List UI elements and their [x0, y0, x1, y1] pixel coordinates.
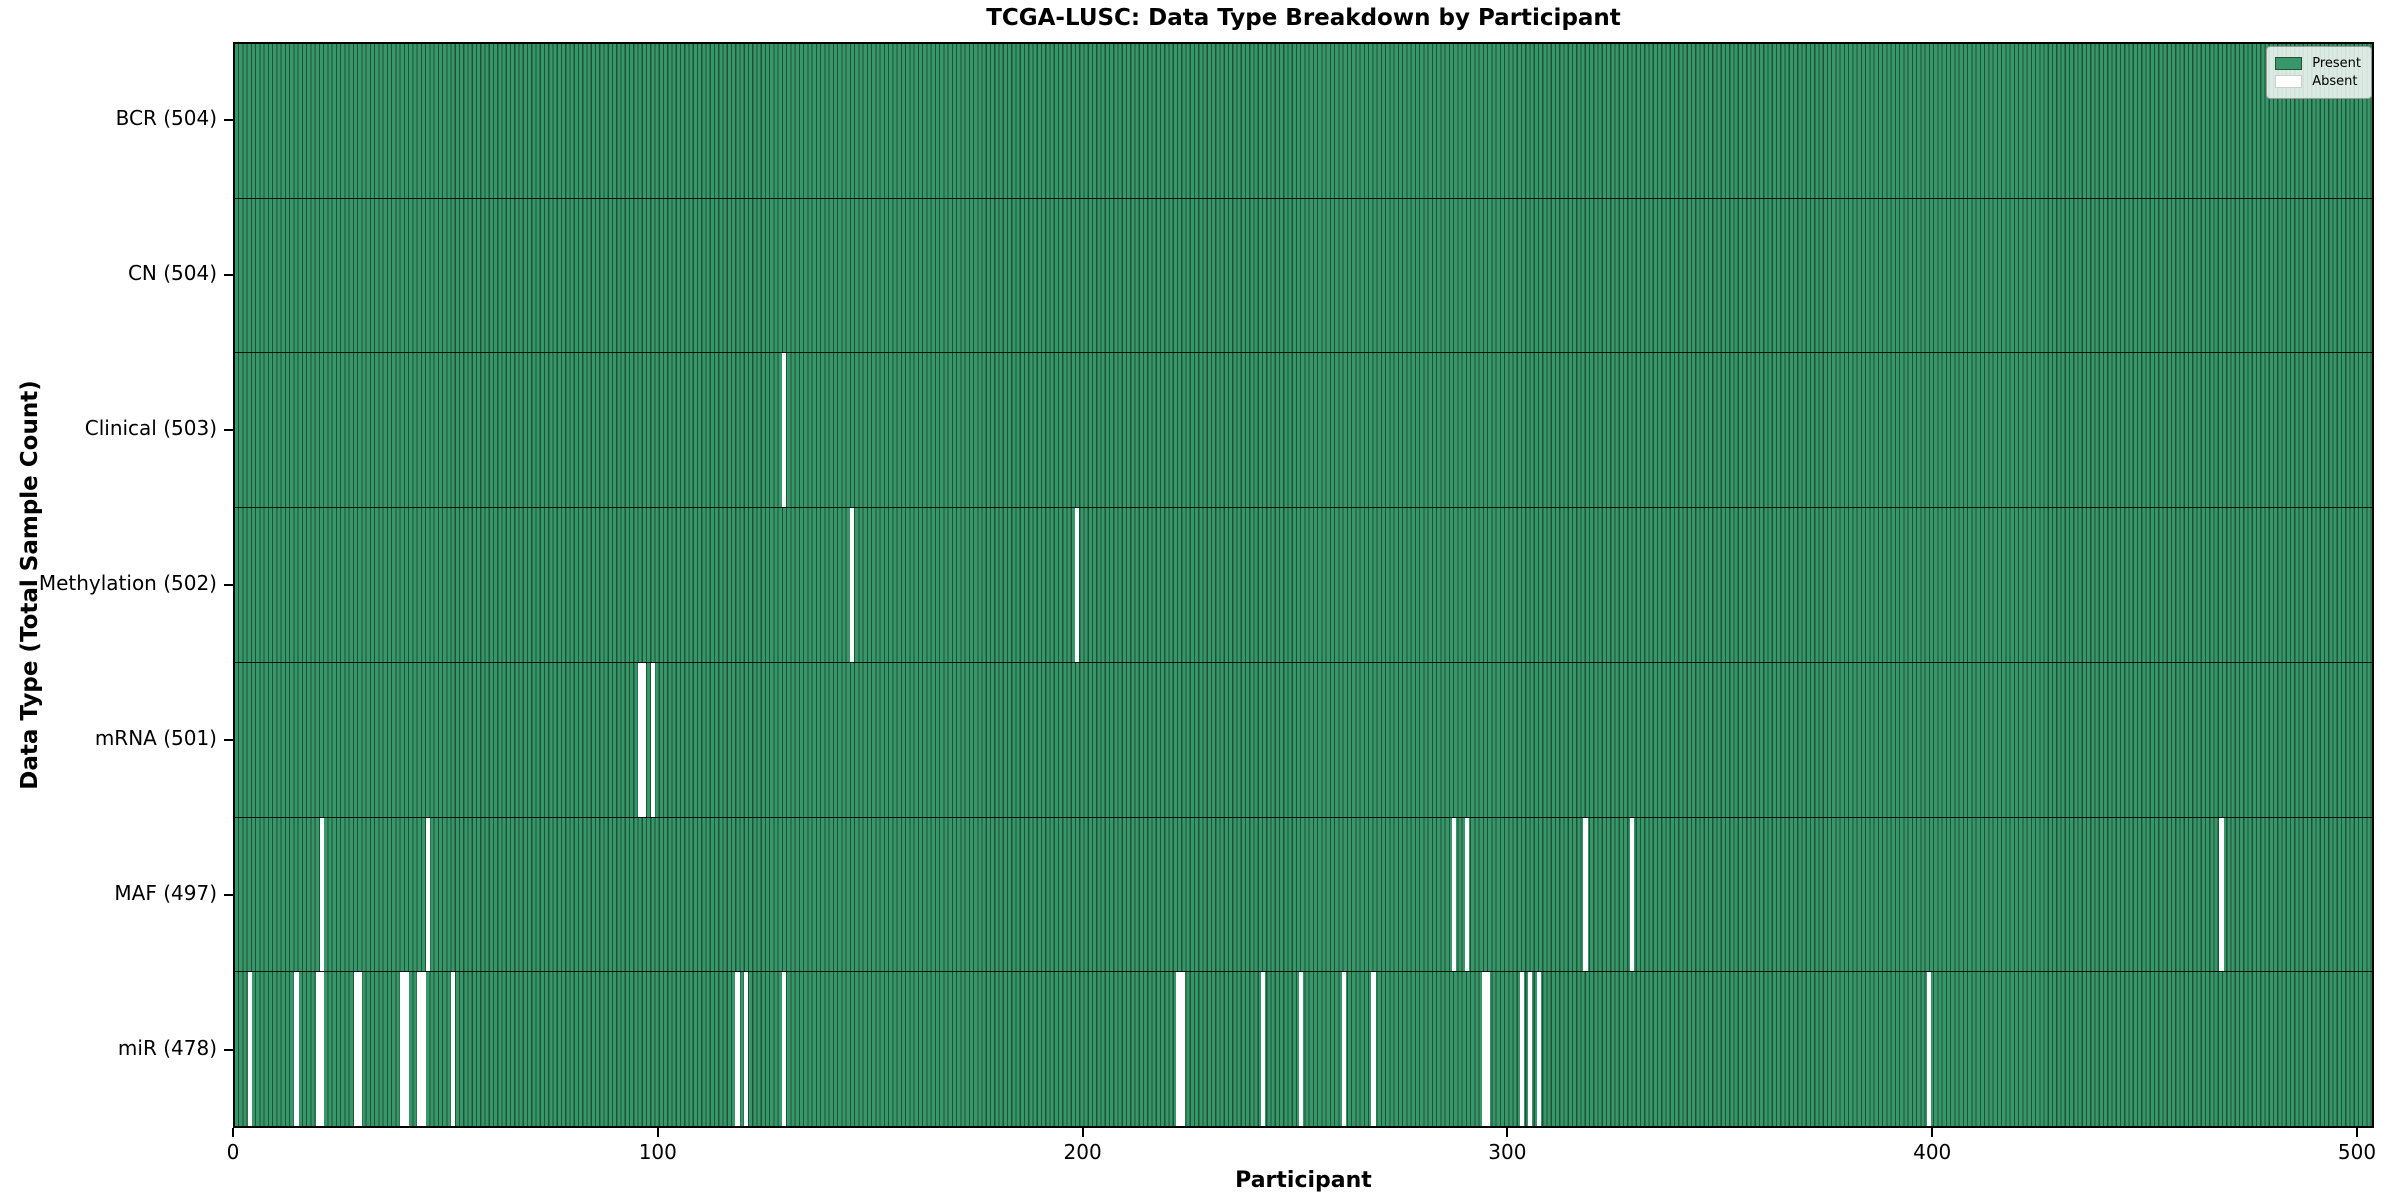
absent-mark: [1074, 508, 1079, 662]
absent-mark: [1299, 972, 1304, 1127]
y-tick-mark: [224, 584, 233, 586]
x-tick-label: 300: [1488, 1140, 1527, 1164]
absent-mark: [735, 972, 740, 1127]
absent-mark: [642, 662, 647, 817]
absent-mark: [1481, 972, 1486, 1127]
x-axis-label: Participant: [1235, 1168, 1372, 1193]
present-swatch-icon: [2275, 57, 2303, 70]
y-tick-label: Clinical (503): [84, 415, 217, 440]
x-tick-label: 200: [1063, 1140, 1102, 1164]
x-tick-mark: [232, 1128, 234, 1137]
absent-mark: [2219, 817, 2224, 972]
absent-mark: [1536, 972, 1541, 1127]
legend-label-present: Present: [2312, 56, 2361, 71]
heatmap-row-MAF: [235, 817, 2372, 973]
absent-mark: [1485, 972, 1491, 1127]
legend-label-absent: Absent: [2312, 74, 2358, 89]
absent-mark: [781, 353, 787, 508]
y-tick-label: CN (504): [127, 260, 217, 285]
x-tick-label: 500: [2337, 1140, 2377, 1164]
absent-mark: [1629, 817, 1635, 972]
legend-entry-present: Present: [2275, 56, 2361, 71]
absent-mark: [400, 972, 405, 1127]
chart-title: TCGA-LUSC: Data Type Breakdown by Partic…: [986, 5, 1621, 31]
x-tick-mark: [1506, 1128, 1509, 1137]
absent-mark: [315, 972, 320, 1127]
absent-mark: [637, 662, 643, 817]
x-tick-mark: [656, 1128, 659, 1137]
y-tick-mark: [224, 273, 233, 276]
y-tick-label: mRNA (501): [94, 726, 217, 751]
absent-mark: [421, 972, 426, 1127]
y-tick-label: miR (478): [117, 1036, 217, 1061]
absent-mark: [404, 972, 409, 1127]
heatmap-row-CN: [235, 198, 2372, 354]
y-tick-mark: [224, 118, 233, 121]
y-tick-mark: [224, 428, 233, 431]
absent-mark: [650, 662, 655, 817]
absent-mark: [743, 972, 749, 1127]
absent-mark: [1519, 972, 1524, 1127]
absent-mark: [294, 972, 299, 1127]
absent-mark: [353, 972, 358, 1127]
absent-mark: [1926, 972, 1932, 1127]
heatmap-row-miR: [235, 972, 2372, 1127]
absent-mark: [319, 972, 325, 1127]
y-tick-label: Methylation (502): [38, 571, 217, 595]
absent-mark: [357, 972, 363, 1127]
heatmap-row-mRNA: [235, 662, 2372, 818]
heatmap-row-BCR: [235, 44, 2372, 199]
absent-mark: [319, 817, 325, 972]
x-tick-label: 100: [638, 1140, 677, 1164]
x-tick-mark: [2356, 1128, 2358, 1137]
absent-mark: [1261, 972, 1266, 1127]
absent-swatch-icon: [2275, 75, 2303, 88]
absent-mark: [781, 972, 787, 1127]
absent-mark: [1464, 817, 1469, 972]
absent-mark: [1371, 972, 1376, 1127]
x-tick-mark: [1931, 1128, 1934, 1137]
y-tick-label: MAF (497): [114, 881, 217, 906]
absent-mark: [849, 508, 855, 662]
x-tick-label: 0: [226, 1140, 240, 1164]
legend-entry-absent: Absent: [2275, 74, 2361, 89]
absent-mark: [247, 972, 252, 1127]
heatmap-row-Clinical: [235, 353, 2372, 509]
absent-mark: [417, 972, 422, 1127]
absent-mark: [451, 972, 456, 1127]
absent-mark: [1528, 972, 1533, 1127]
absent-mark: [1180, 972, 1185, 1127]
y-tick-label: BCR (504): [115, 105, 217, 130]
absent-mark: [1176, 972, 1181, 1127]
absent-mark: [1583, 817, 1588, 972]
absent-mark: [425, 817, 431, 972]
y-tick-mark: [224, 739, 233, 742]
legend: Present Absent: [2266, 46, 2372, 99]
x-tick-label: 400: [1913, 1140, 1952, 1164]
y-tick-mark: [224, 894, 233, 897]
plot-area: [233, 42, 2374, 1128]
y-tick-mark: [224, 1049, 233, 1052]
x-tick-mark: [1081, 1128, 1084, 1137]
heatmap-row-Methylation: [235, 508, 2372, 663]
absent-mark: [1451, 817, 1457, 972]
absent-mark: [1341, 972, 1346, 1127]
